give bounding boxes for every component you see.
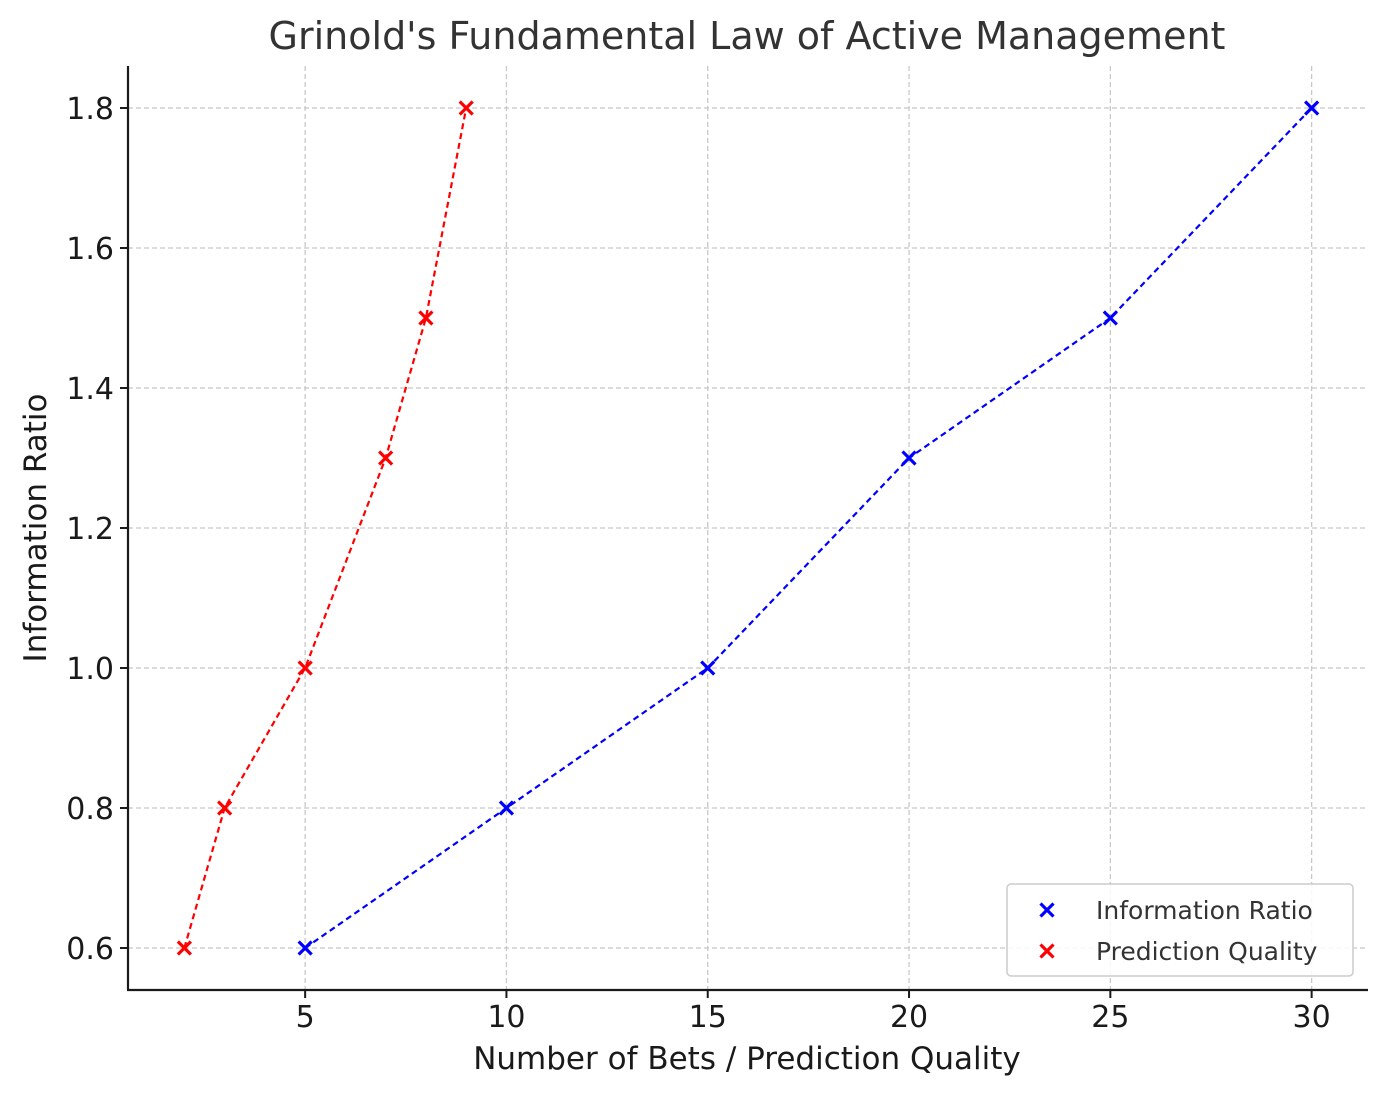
- data-point-marker: [1102, 310, 1118, 326]
- grid: [128, 66, 1368, 990]
- legend: Information Ratio Prediction Quality: [1006, 883, 1354, 977]
- chart-title: Grinold's Fundamental Law of Active Mana…: [269, 14, 1226, 58]
- y-tick-label: 1.6: [66, 232, 114, 267]
- x-tick-label: 30: [1293, 1000, 1331, 1035]
- y-tick-label: 1.2: [66, 512, 114, 547]
- series-line-1: [183, 107, 468, 949]
- y-tick-label: 0.8: [66, 792, 114, 827]
- data-point-marker: [901, 450, 917, 466]
- x-axis-label: Number of Bets / Prediction Quality: [473, 1041, 1021, 1077]
- data-point-marker: [700, 660, 716, 676]
- x-tick-label: 20: [890, 1000, 928, 1035]
- data-point-marker: [1304, 100, 1320, 116]
- x-tick-label: 10: [487, 1000, 525, 1035]
- x-tick-label: 25: [1091, 1000, 1129, 1035]
- legend-marker-0: [1039, 902, 1055, 918]
- data-point-marker: [297, 940, 313, 956]
- y-tick-label: 1.4: [66, 372, 114, 407]
- data-point-marker: [297, 660, 313, 676]
- data-point-marker: [418, 310, 434, 326]
- y-tick-label: 1.8: [66, 92, 114, 127]
- series-line-0: [304, 107, 1313, 949]
- legend-label-0: Information Ratio: [1096, 896, 1313, 925]
- x-tick-label: 15: [689, 1000, 727, 1035]
- legend-label-1: Prediction Quality: [1096, 937, 1318, 966]
- y-axis-label: Information Ratio: [18, 394, 54, 663]
- y-tick-label: 1.0: [66, 652, 114, 687]
- x-ticks: 5 10 15 20 25 30: [296, 990, 1331, 1035]
- data-point-marker: [498, 800, 515, 816]
- markers: [176, 100, 1320, 956]
- data-point-marker: [216, 800, 233, 816]
- x-tick-label: 5: [296, 1000, 315, 1035]
- data-point-marker: [176, 940, 192, 956]
- data-point-marker: [378, 450, 394, 466]
- data-point-marker: [458, 100, 474, 116]
- legend-marker-1: [1039, 943, 1055, 959]
- series-lines: [183, 107, 1313, 949]
- y-tick-label: 0.6: [66, 932, 114, 967]
- legend-box: [1006, 883, 1354, 977]
- y-ticks: 0.6 0.8 1.0 1.2 1.4 1.6 1.8: [66, 92, 128, 967]
